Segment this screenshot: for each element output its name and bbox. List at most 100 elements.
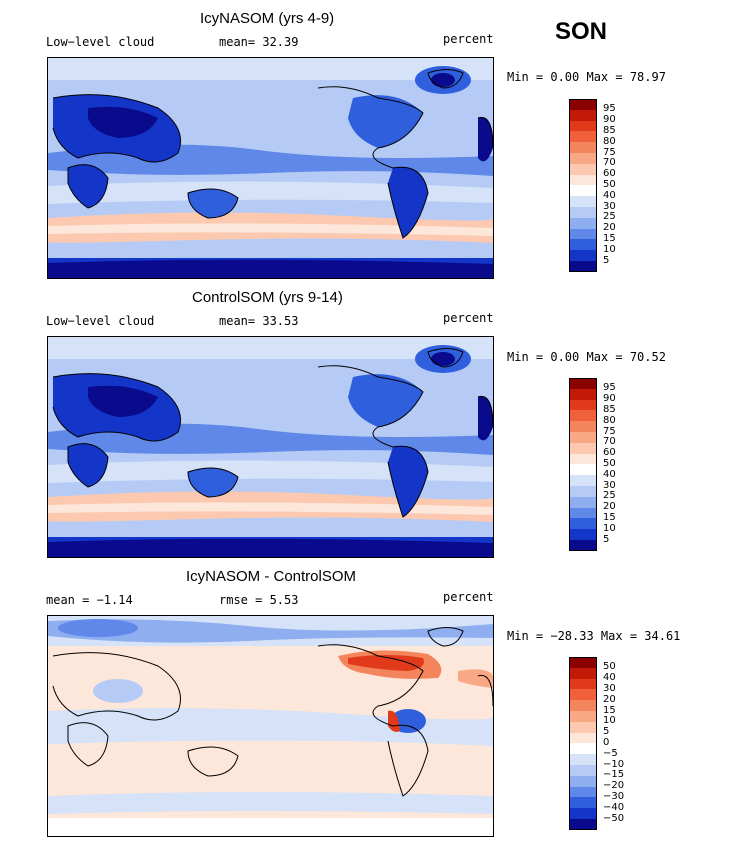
panel3-colorbar-cell xyxy=(569,786,597,798)
colorbar-tick-label: 10 xyxy=(603,715,616,726)
panel2-colorbar-cell xyxy=(569,464,597,476)
panel2-units-label: percent xyxy=(443,311,494,325)
panel2-colorbar-cell xyxy=(569,410,597,422)
panel3-colorbar-cell xyxy=(569,678,597,690)
panel3-range-label: Min = −28.33 Max = 34.61 xyxy=(507,629,681,643)
season-label: SON xyxy=(555,18,608,45)
colorbar-tick-label: 90 xyxy=(603,114,616,125)
panel2-colorbar-cell xyxy=(569,431,597,443)
colorbar-tick-label: −5 xyxy=(603,748,618,759)
panel1-colorbar-cell xyxy=(569,206,597,218)
panel3-map xyxy=(47,615,494,837)
colorbar-tick-label: 20 xyxy=(603,222,616,233)
panel3-colorbar-cell xyxy=(569,764,597,776)
colorbar-tick-label: 15 xyxy=(603,705,616,716)
panel2-colorbar-cell xyxy=(569,529,597,540)
colorbar-tick-label: 85 xyxy=(603,125,616,136)
panel1-colorbar-cell xyxy=(569,109,597,121)
panel1-map-field xyxy=(48,58,493,278)
colorbar-tick-label: 70 xyxy=(603,436,616,447)
colorbar-tick-label: −40 xyxy=(603,802,625,813)
panel3-units-label: percent xyxy=(443,590,494,604)
panel1-colorbar-cell xyxy=(569,174,597,186)
colorbar-tick-label: 25 xyxy=(603,211,616,222)
colorbar-tick-label: 30 xyxy=(603,201,616,212)
colorbar-tick-label: −50 xyxy=(603,813,625,824)
colorbar-tick-label: 95 xyxy=(603,382,616,393)
panel2-colorbar xyxy=(569,378,597,551)
colorbar-tick-label: 95 xyxy=(603,103,616,114)
panel1-colorbar xyxy=(569,99,597,272)
colorbar-tick-label: 15 xyxy=(603,512,616,523)
panel3-colorbar-cell xyxy=(569,689,597,701)
colorbar-tick-label: 30 xyxy=(603,683,616,694)
panel3-rmse-label: rmse = 5.53 xyxy=(219,593,299,607)
panel1-colorbar-cell xyxy=(569,250,597,261)
panel3-title: IcyNASOM - ControlSOM xyxy=(186,568,357,585)
colorbar-tick-label: 30 xyxy=(603,480,616,491)
panel1-colorbar-cell xyxy=(569,228,597,240)
colorbar-tick-label: −15 xyxy=(603,769,625,780)
panel1-mean-label: mean= 32.39 xyxy=(219,35,299,49)
panel3-colorbar-cell xyxy=(569,721,597,733)
panel1-range-label: Min = 0.00 Max = 78.97 xyxy=(507,70,666,84)
panel2-colorbar-cell xyxy=(569,507,597,519)
panel2-colorbar-cell xyxy=(569,442,597,454)
panel3-colorbar-cell xyxy=(569,657,597,668)
panel3-colorbar-cell xyxy=(569,775,597,787)
panel2-colorbar-cell xyxy=(569,399,597,411)
panel3-colorbar-cell xyxy=(569,818,597,830)
panel3-colorbar-cell xyxy=(569,710,597,722)
colorbar-tick-label: −20 xyxy=(603,780,625,791)
colorbar-tick-label: 85 xyxy=(603,404,616,415)
colorbar-tick-label: 80 xyxy=(603,136,616,147)
colorbar-tick-label: 5 xyxy=(603,534,610,545)
colorbar-tick-label: 15 xyxy=(603,233,616,244)
colorbar-tick-label: 50 xyxy=(603,179,616,190)
panel1-colorbar-cell xyxy=(569,120,597,132)
panel2-colorbar-cell xyxy=(569,485,597,497)
panel1-colorbar-cell xyxy=(569,142,597,153)
panel1-variable-label: Low−level cloud xyxy=(46,35,155,49)
panel2-colorbar-cell xyxy=(569,496,597,508)
panel1-map xyxy=(47,57,494,279)
panel1-colorbar-cell xyxy=(569,163,597,175)
panel1-colorbar-cell xyxy=(569,131,597,143)
panel3-colorbar-cell xyxy=(569,754,597,765)
colorbar-tick-label: 75 xyxy=(603,147,616,158)
colorbar-tick-label: 10 xyxy=(603,244,616,255)
panel2-colorbar-cell xyxy=(569,378,597,389)
panel1-units-label: percent xyxy=(443,32,494,46)
panel1-colorbar-cell xyxy=(569,260,597,272)
colorbar-tick-label: 40 xyxy=(603,469,616,480)
panel2-colorbar-cell xyxy=(569,421,597,432)
panel3-colorbar xyxy=(569,657,597,830)
panel3-mean-label: mean = −1.14 xyxy=(46,593,133,607)
colorbar-tick-label: 5 xyxy=(603,726,610,737)
panel2-title: ControlSOM (yrs 9-14) xyxy=(192,289,343,306)
colorbar-tick-label: 10 xyxy=(603,523,616,534)
panel1-colorbar-cell xyxy=(569,196,597,207)
colorbar-tick-label: −10 xyxy=(603,759,625,770)
panel2-colorbar-cell xyxy=(569,518,597,530)
panel3-colorbar-cell xyxy=(569,732,597,744)
colorbar-tick-label: 5 xyxy=(603,255,610,266)
colorbar-tick-label: 0 xyxy=(603,737,610,748)
colorbar-tick-label: 25 xyxy=(603,490,616,501)
colorbar-tick-label: 75 xyxy=(603,426,616,437)
panel2-colorbar-cell xyxy=(569,388,597,400)
colorbar-tick-label: 20 xyxy=(603,694,616,705)
panel3-colorbar-cell xyxy=(569,700,597,711)
panel3-colorbar-cell xyxy=(569,667,597,679)
panel2-colorbar-cell xyxy=(569,475,597,486)
colorbar-tick-label: −30 xyxy=(603,791,625,802)
panel1-colorbar-cell xyxy=(569,185,597,197)
colorbar-tick-label: 40 xyxy=(603,672,616,683)
panel3-colorbar-cell xyxy=(569,797,597,809)
colorbar-tick-label: 60 xyxy=(603,447,616,458)
colorbar-tick-label: 70 xyxy=(603,157,616,168)
panel3-colorbar-cell xyxy=(569,743,597,755)
panel2-mean-label: mean= 33.53 xyxy=(219,314,299,328)
colorbar-tick-label: 60 xyxy=(603,168,616,179)
panel3-map-field xyxy=(48,616,493,836)
